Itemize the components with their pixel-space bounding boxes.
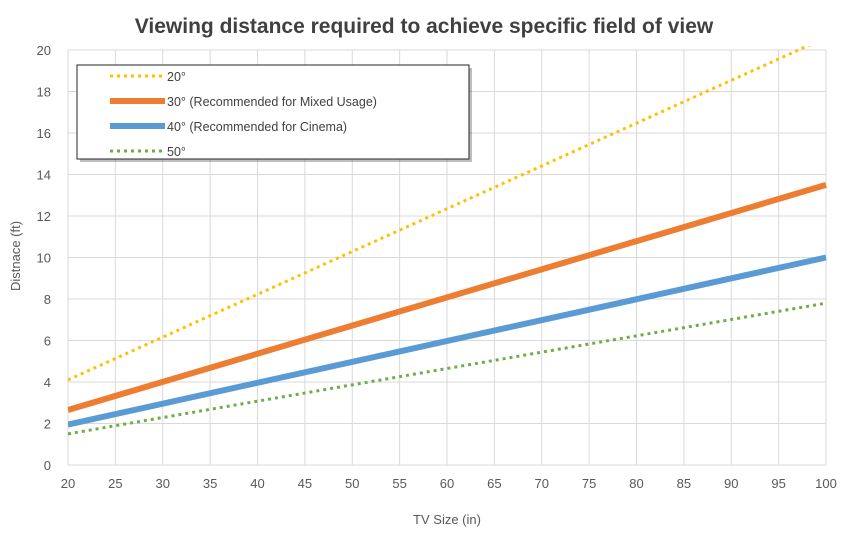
x-tick-label: 90	[724, 476, 738, 491]
x-tick-label: 35	[203, 476, 217, 491]
legend-label-3: 40° (Recommended for Cinema)	[167, 120, 347, 134]
series-line-3	[68, 254, 827, 428]
legend-box	[76, 64, 470, 160]
x-tick-label: 85	[677, 476, 691, 491]
series-line-4	[68, 301, 827, 436]
y-tick-label: 10	[37, 251, 51, 266]
y-tick-label: 18	[37, 85, 51, 100]
y-tick-label: 12	[37, 209, 51, 224]
x-tick-label: 45	[298, 476, 312, 491]
x-tick-label: 60	[440, 476, 454, 491]
y-tick-label: 8	[44, 292, 51, 307]
x-tick-label: 55	[392, 476, 406, 491]
x-tick-label: 75	[582, 476, 596, 491]
y-tick-label: 20	[37, 43, 51, 58]
y-tick-label: 4	[44, 375, 51, 390]
x-tick-label: 20	[61, 476, 75, 491]
x-tick-label: 40	[250, 476, 264, 491]
y-axis-label: Distnace (ft)	[8, 221, 23, 291]
x-tick-label: 65	[487, 476, 501, 491]
x-tick-label: 25	[108, 476, 122, 491]
x-tick-label: 50	[345, 476, 359, 491]
legend-label-2: 30° (Recommended for Mixed Usage)	[167, 95, 377, 109]
chart-title: Viewing distance required to achieve spe…	[135, 15, 714, 38]
tick-labels: 20 25 30 35 40 45 50 55 60 65 70 75 80 85 90 95 100 0 2 4 6 8…	[37, 43, 837, 491]
series-group	[68, 46, 827, 436]
x-tick-label: 95	[771, 476, 785, 491]
y-tick-label: 0	[44, 458, 51, 473]
x-axis-label: TV Size (in)	[413, 512, 481, 527]
y-tick-label: 2	[44, 417, 51, 432]
legend: 20° 30° (Recommended for Mixed Usage) 40° …	[76, 64, 472, 162]
series-line-1	[68, 46, 811, 382]
x-tick-label: 70	[535, 476, 549, 491]
legend-label-1: 20°	[167, 70, 186, 84]
x-tick-label: 30	[156, 476, 170, 491]
legend-label-4: 50°	[167, 145, 186, 159]
y-tick-label: 16	[37, 126, 51, 141]
y-tick-label: 6	[44, 334, 51, 349]
x-tick-label: 80	[629, 476, 643, 491]
x-tick-label: 100	[815, 476, 837, 491]
series-line-2	[68, 181, 827, 413]
y-tick-label: 14	[37, 168, 51, 183]
